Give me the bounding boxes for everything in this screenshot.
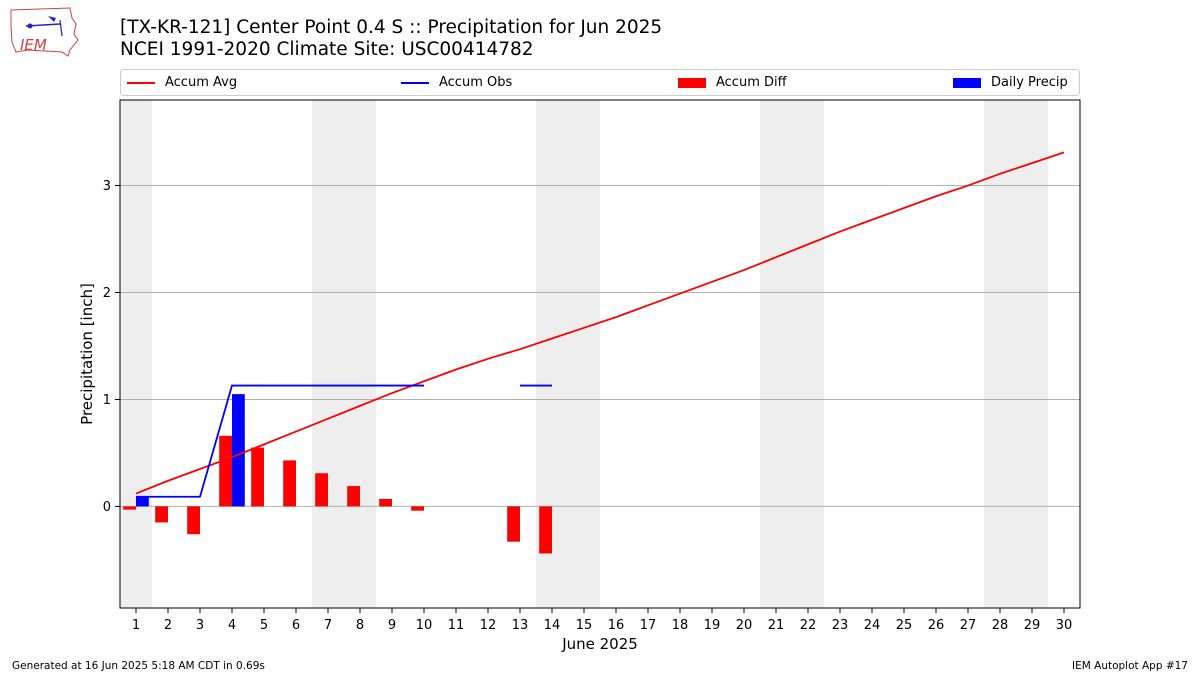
accum-diff-bar	[187, 506, 200, 535]
accum-diff-bar	[379, 498, 392, 507]
x-tick-label: 10	[416, 618, 433, 633]
x-tick-label: 11	[448, 618, 465, 633]
weekend-shade	[760, 100, 824, 608]
x-tick-label: 14	[544, 618, 561, 633]
chart-legend: Accum Avg Accum Obs Accum Diff Daily Pre…	[120, 69, 1080, 96]
y-tick-label: 2	[103, 286, 111, 301]
x-tick-label: 24	[864, 618, 881, 633]
accum-diff-bar	[155, 506, 168, 523]
x-tick-label: 30	[1056, 618, 1073, 633]
x-tick-label: 22	[800, 618, 817, 633]
x-tick-label: 19	[704, 618, 721, 633]
accum-diff-bar	[539, 506, 552, 554]
accum-diff-bar	[251, 447, 264, 507]
x-tick-label: 6	[292, 618, 300, 633]
y-tick-label: 3	[103, 179, 111, 194]
weekend-shade	[312, 100, 376, 608]
x-tick-label: 26	[928, 618, 945, 633]
x-tick-label: 3	[196, 618, 204, 633]
accum-obs-line	[136, 384, 424, 498]
svg-text:IEM: IEM	[20, 36, 47, 54]
legend-swatch-daily-precip	[953, 77, 981, 88]
x-tick-label: 18	[672, 618, 689, 633]
legend-label-accum-obs: Accum Obs	[439, 75, 513, 90]
daily-precip-bar	[136, 496, 149, 507]
legend-label-daily-precip: Daily Precip	[991, 75, 1068, 90]
x-tick-label: 20	[736, 618, 753, 633]
weekend-shade	[536, 100, 600, 608]
accum-diff-bar	[123, 506, 136, 510]
legend-label-accum-avg: Accum Avg	[165, 75, 238, 90]
x-tick-label: 29	[1024, 618, 1041, 633]
legend-item-daily-precip: Daily Precip	[953, 70, 1068, 95]
x-tick-label: 28	[992, 618, 1009, 633]
accum-diff-bar	[411, 506, 424, 511]
x-tick-label: 4	[228, 618, 236, 633]
chart-title: [TX-KR-121] Center Point 0.4 S :: Precip…	[120, 17, 663, 38]
accum-diff-bar	[219, 435, 232, 507]
x-tick-label: 27	[960, 618, 977, 633]
y-tick-label: 0	[103, 500, 111, 515]
weekend-shade	[984, 100, 1048, 608]
chart-subtitle: NCEI 1991-2020 Climate Site: USC00414782	[120, 39, 534, 60]
x-tick-label: 1	[132, 618, 140, 633]
x-tick-label: 23	[832, 618, 849, 633]
daily-precip-bar	[232, 394, 245, 507]
footer-generated: Generated at 16 Jun 2025 5:18 AM CDT in …	[12, 660, 265, 672]
x-tick-label: 17	[640, 618, 657, 633]
x-tick-label: 5	[260, 618, 268, 633]
y-tick-label: 1	[103, 393, 111, 408]
x-tick-label: 9	[388, 618, 396, 633]
x-tick-label: 21	[768, 618, 785, 633]
x-axis-label: June 2025	[561, 635, 638, 653]
x-tick-label: 16	[608, 618, 625, 633]
accum-avg-line	[135, 151, 1065, 495]
legend-label-accum-diff: Accum Diff	[716, 75, 787, 90]
legend-item-accum-avg: Accum Avg	[127, 70, 237, 95]
accum-diff-bar	[507, 506, 520, 542]
x-tick-label: 8	[356, 618, 364, 633]
x-tick-label: 13	[512, 618, 529, 633]
y-axis-label: Precipitation [inch]	[78, 283, 96, 425]
iem-logo: IEM	[10, 7, 79, 57]
legend-item-accum-obs: Accum Obs	[401, 70, 512, 95]
plot-frame	[119, 99, 1081, 609]
legend-swatch-accum-diff	[678, 77, 706, 88]
x-tick-label: 7	[324, 618, 332, 633]
x-tick-label: 2	[164, 618, 172, 633]
legend-swatch-accum-obs	[401, 81, 429, 84]
footer-app: IEM Autoplot App #17	[1072, 660, 1188, 672]
accum-diff-bar	[315, 473, 328, 507]
legend-item-accum-diff: Accum Diff	[678, 70, 787, 95]
x-tick-label: 15	[576, 618, 593, 633]
x-tick-label: 12	[480, 618, 497, 633]
legend-swatch-accum-avg	[127, 81, 155, 84]
accum-diff-bar	[283, 460, 296, 507]
x-tick-label: 25	[896, 618, 913, 633]
accum-diff-bar	[347, 486, 360, 507]
weekend-shade	[120, 100, 152, 608]
